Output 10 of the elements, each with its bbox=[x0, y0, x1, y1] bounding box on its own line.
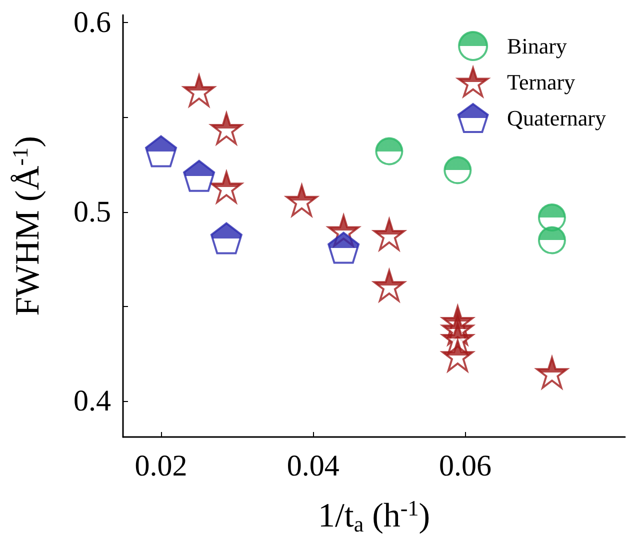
legend-label: Quaternary bbox=[507, 106, 606, 130]
x-tick-label: 0.06 bbox=[439, 450, 492, 482]
y-tick-label: 0.5 bbox=[74, 195, 111, 228]
y-tick-label: 0.6 bbox=[74, 6, 111, 40]
legend-label: Ternary bbox=[507, 70, 576, 94]
x-tick-label: 0.04 bbox=[286, 450, 340, 482]
y-tick-label: 0.4 bbox=[74, 384, 111, 418]
y-axis-title: FWHM (Å-1) bbox=[8, 136, 46, 316]
x-tick-label: 0.02 bbox=[134, 450, 188, 482]
legend-label: Binary bbox=[507, 34, 567, 58]
